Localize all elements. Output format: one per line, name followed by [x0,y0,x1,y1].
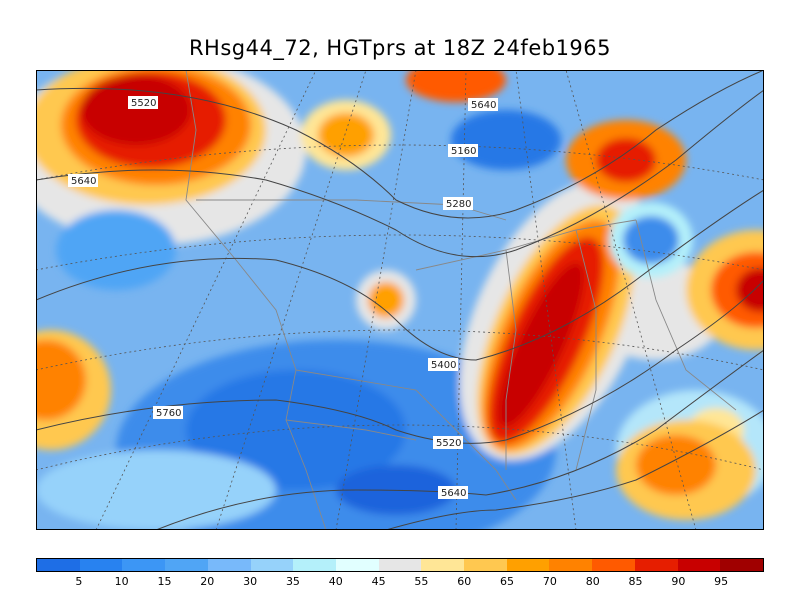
legend-swatch [122,559,166,571]
legend-swatch [79,559,123,571]
color-legend: 5 10 15 20 30 35 40 45 55 60 65 70 80 85 90 95 [36,558,764,588]
plot-title: RHsg44_72, HGTprs at 18Z 24feb1965 [188,36,612,60]
rh-height-map: 5520 5640 5160 5640 5280 5400 5760 5520 … [36,70,764,530]
legend-swatch [634,559,678,571]
legend-swatch [37,559,80,571]
legend-label: 55 [414,575,429,588]
legend-label: 10 [114,575,129,588]
legend-swatch [677,559,721,571]
contour-label: 5400 [431,360,456,371]
contour-label: 5640 [71,176,96,187]
legend-swatch [207,559,251,571]
legend-swatch [592,559,635,571]
humidity-shading [36,70,764,530]
contour-label: 5520 [131,98,156,109]
legend-swatch [378,559,422,571]
height-contours [36,70,764,530]
legend-label: 5 [75,575,83,588]
map-panel: 5520 5640 5160 5640 5280 5400 5760 5520 … [36,70,764,530]
contour-label: 5280 [446,199,471,210]
legend-label: 65 [500,575,515,588]
map-frame [36,70,764,530]
legend-swatch [250,559,294,571]
legend-swatch [464,559,507,571]
legend-swatch [165,559,208,571]
legend-label: 70 [542,575,557,588]
legend-swatch [293,559,336,571]
legend-label: 45 [371,575,386,588]
legend-color-bar [36,558,764,572]
contour-label: 5160 [451,146,476,157]
legend-label: 40 [328,575,343,588]
legend-label: 20 [200,575,215,588]
legend-label: 90 [671,575,686,588]
legend-label: 30 [243,575,258,588]
legend-swatch [335,559,379,571]
contour-labels: 5520 5640 5160 5640 5280 5400 5760 5520 … [68,96,498,499]
legend-label: 95 [714,575,729,588]
legend-tick-labels: 5 10 15 20 30 35 40 45 55 60 65 70 80 85 90 95 [36,575,764,589]
legend-swatch [720,559,763,571]
legend-swatch [506,559,550,571]
contour-label: 5640 [441,488,466,499]
contour-label: 5520 [436,438,461,449]
graticule [36,70,764,530]
contour-label: 5640 [471,100,496,111]
legend-label: 80 [585,575,600,588]
legend-label: 60 [457,575,472,588]
legend-swatch [421,559,465,571]
contour-label: 5760 [156,408,181,419]
legend-label: 85 [628,575,643,588]
legend-label: 35 [285,575,300,588]
legend-label: 15 [157,575,172,588]
legend-swatch [549,559,593,571]
